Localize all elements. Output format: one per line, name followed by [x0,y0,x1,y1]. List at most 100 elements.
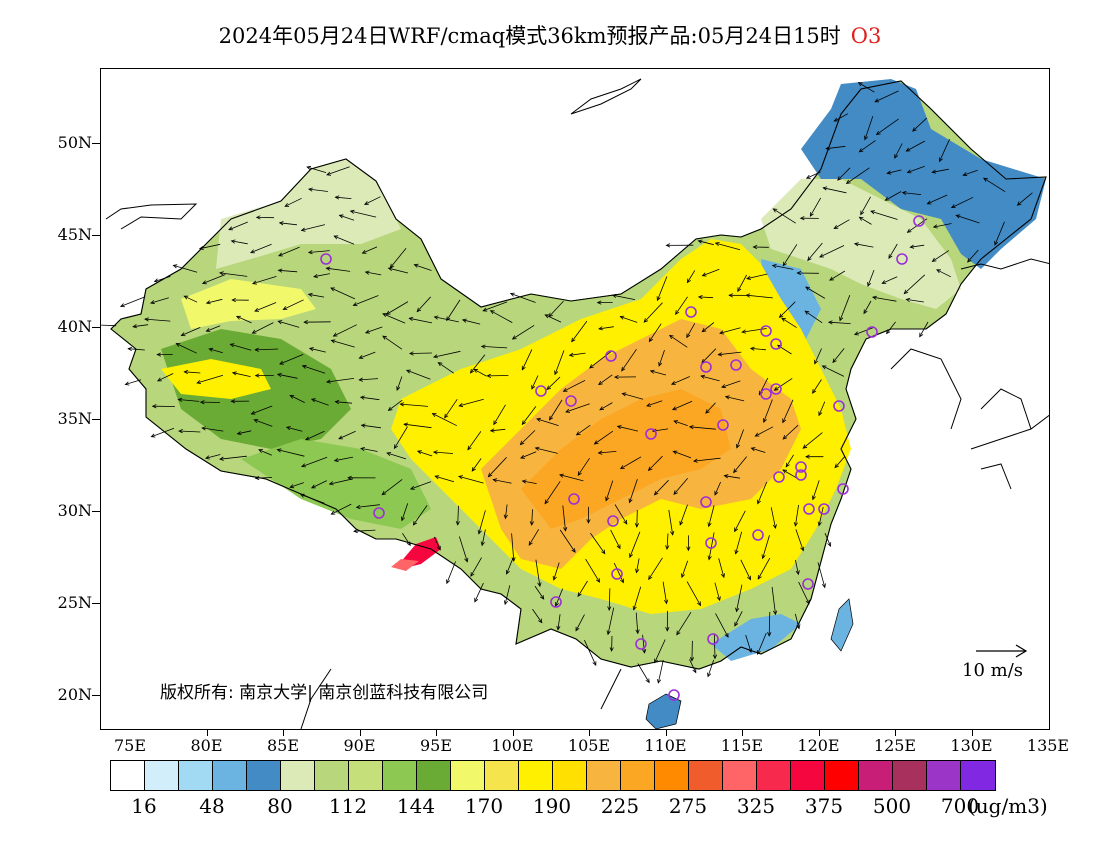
wind-arrow-head [688,425,694,430]
wind-arrow-head [962,172,968,177]
wind-arrow-head [909,244,915,249]
wind-arrow-head [301,364,307,369]
wind-arrow [932,168,949,173]
wind-arrow-head [289,484,295,489]
wind-arrow [386,452,407,460]
wind-arrow-head [349,209,355,214]
wind-arrow-head [646,402,652,407]
wind-arrow [834,456,845,468]
wind-arrow-head [611,293,617,298]
wind-arrow [910,244,925,248]
wind-arrow [912,117,927,132]
lat-tick [92,235,100,236]
wind-arrow [544,481,561,504]
wind-arrow [339,214,355,221]
wind-arrow-head [412,520,418,526]
copyright-notice: 版权所有: 南京大学| 南京创蓝科技有限公司 [160,683,489,703]
wind-arrow [569,352,586,356]
colorbar-label: 16 [131,794,157,818]
wind-arrow [382,313,406,324]
wind-arrow-head [153,278,159,283]
wind-arrow-head [757,499,761,505]
wind-arrow-head [284,202,290,207]
wind-arrow-head [712,654,718,660]
wind-arrow [700,375,720,382]
wind-arrow [330,287,356,300]
wind-arrow [144,318,171,322]
wind-arrow [818,401,826,416]
wind-arrow [757,557,771,580]
wind-arrow-head [821,583,826,589]
wind-arrow [872,296,897,302]
colorbar-label: 500 [872,794,912,818]
wind-arrow-head [676,630,681,636]
wind-arrow-head [871,295,877,300]
title-species: O3 [850,24,882,48]
wind-arrow [401,503,409,521]
wind-arrow-head [623,519,628,525]
wind-arrow [356,504,380,508]
wind-arrow-head [912,127,917,132]
wind-arrow [360,396,380,401]
wind-arrow-head [455,520,460,526]
colorbar-swatch [757,761,791,790]
wind-arrow [576,424,591,436]
colorbar-swatch [451,761,485,790]
wind-arrow-head [537,582,542,588]
wind-arrow [927,194,948,205]
wind-arrow [237,430,252,435]
wind-arrow [939,139,950,162]
lat-tick [92,143,100,144]
lat-tick [92,419,100,420]
lon-label: 135E [1026,736,1070,755]
wind-arrow [435,475,455,483]
wind-arrow [278,320,300,328]
lon-label: 110E [644,736,687,755]
wind-arrow [737,274,747,292]
wind-arrow-head [521,479,527,484]
map-panel[interactable] [100,68,1050,730]
wind-arrow [864,116,874,140]
wind-arrow [545,314,562,323]
wind-arrow-head [620,578,624,584]
wind-arrow-head [178,429,183,434]
wind-arrow-head [605,496,610,502]
wind-arrow-head [432,450,438,455]
wind-arrow-head [156,377,162,382]
wind-arrow [734,510,746,532]
colorbar-swatch [111,761,145,790]
wind-arrow-head [701,272,707,277]
wind-arrow-head [613,374,619,380]
wind-arrow-head [554,370,559,376]
wind-arrow [394,426,408,449]
lon-tick [206,730,208,736]
station-marker [535,385,547,397]
wind-arrow [432,413,457,427]
wind-arrow-head [347,475,352,480]
wind-arrow-head [230,399,236,404]
wind-arrow-head [127,346,133,352]
wind-arrow [178,430,201,433]
wind-arrow-head [150,433,156,438]
wind-arrow-head [359,395,365,400]
wind-arrow-head [800,546,805,552]
station-marker [752,529,764,541]
wind-arrow [549,399,563,421]
wind-arrow-head [839,316,844,322]
wind-arrow-head [385,310,391,315]
wind-arrow [277,373,298,379]
lon-label: 80E [190,736,223,755]
wind-arrow [832,348,845,363]
station-marker [605,350,617,362]
wind-arrow-head [593,440,599,445]
wind-arrow-head [654,658,658,664]
wind-arrow-head [717,352,723,357]
lon-tick [742,730,743,736]
wind-arrow [817,562,826,588]
wind-arrow-head [793,521,798,527]
wind-arrow [173,265,198,273]
wind-arrow-head [658,361,663,367]
station-marker [568,493,580,505]
station-marker [645,428,657,440]
wind-arrow [251,405,273,415]
